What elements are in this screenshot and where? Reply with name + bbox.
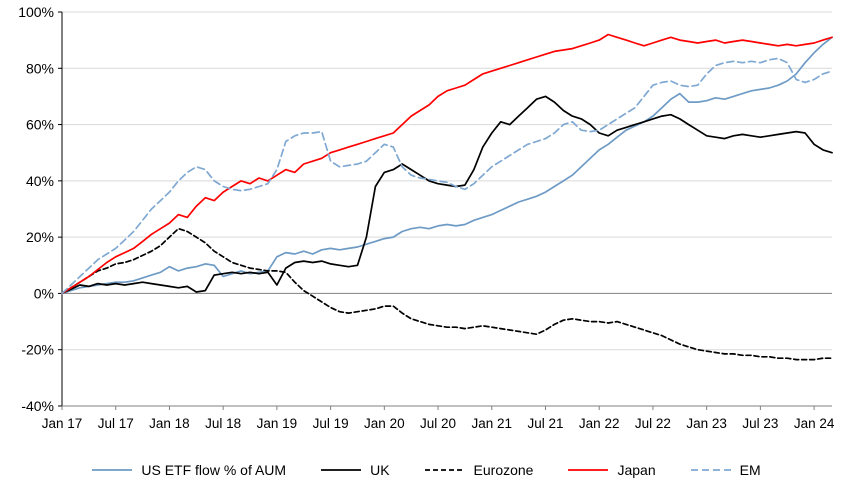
legend-item-us: US ETF flow % of AUM <box>91 462 286 478</box>
legend-label-em: EM <box>739 462 761 478</box>
legend-line-uk-icon <box>321 469 362 471</box>
svg-text:0%: 0% <box>34 285 54 301</box>
svg-text:Jul 23: Jul 23 <box>742 416 778 431</box>
svg-text:Jan 17: Jan 17 <box>42 416 83 431</box>
legend-label-uk: UK <box>370 462 390 478</box>
chart-legend: US ETF flow % of AUM UK Eurozone Japan E… <box>0 448 852 492</box>
svg-text:Jul 22: Jul 22 <box>635 416 671 431</box>
svg-text:-40%: -40% <box>21 398 54 414</box>
legend-line-japan-icon <box>568 469 609 471</box>
svg-text:20%: 20% <box>26 229 54 245</box>
legend-label-eurozone: Eurozone <box>473 462 534 478</box>
svg-text:Jan 22: Jan 22 <box>579 416 620 431</box>
svg-text:Jan 18: Jan 18 <box>149 416 190 431</box>
svg-text:60%: 60% <box>26 117 54 133</box>
legend-item-uk: UK <box>320 462 390 478</box>
svg-text:Jul 18: Jul 18 <box>205 416 241 431</box>
svg-text:Jan 24: Jan 24 <box>794 416 835 431</box>
svg-text:100%: 100% <box>18 4 54 20</box>
svg-text:40%: 40% <box>26 173 54 189</box>
legend-item-eurozone: Eurozone <box>424 462 534 478</box>
svg-text:Jul 20: Jul 20 <box>420 416 456 431</box>
legend-item-em: EM <box>690 462 761 478</box>
legend-line-us-icon <box>92 469 133 471</box>
legend-item-japan: Japan <box>567 462 656 478</box>
svg-text:Jan 19: Jan 19 <box>257 416 298 431</box>
svg-text:Jan 21: Jan 21 <box>471 416 512 431</box>
svg-text:80%: 80% <box>26 60 54 76</box>
svg-text:Jan 23: Jan 23 <box>686 416 727 431</box>
svg-text:Jul 21: Jul 21 <box>527 416 563 431</box>
legend-label-japan: Japan <box>617 462 656 478</box>
svg-text:Jul 19: Jul 19 <box>313 416 349 431</box>
line-chart-plot-area: 100% 80% 60% 40% 20% 0% -20% -40% Jan 17 Jul 17 Ja… <box>18 4 835 431</box>
legend-line-eurozone-icon <box>424 469 465 471</box>
svg-text:Jul 17: Jul 17 <box>98 416 134 431</box>
svg-text:Jan 20: Jan 20 <box>364 416 405 431</box>
legend-label-us: US ETF flow % of AUM <box>141 462 287 478</box>
legend-line-em-icon <box>690 469 731 471</box>
svg-text:-20%: -20% <box>21 342 54 358</box>
